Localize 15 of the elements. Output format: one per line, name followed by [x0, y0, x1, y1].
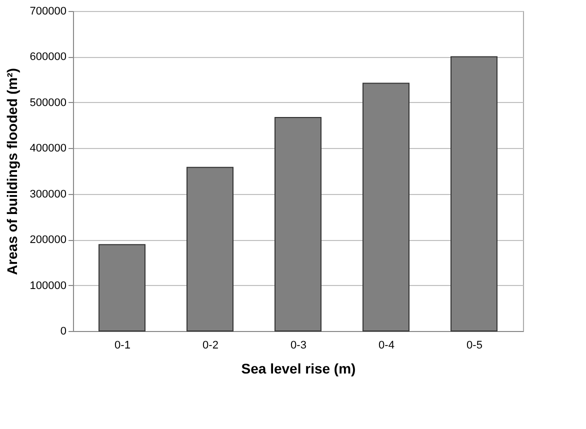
y-tick-label: 100000: [30, 280, 66, 292]
y-tick-label: 400000: [30, 142, 66, 155]
x-tick-label: 0-2: [202, 340, 218, 352]
y-tick-label: 300000: [30, 188, 66, 200]
y-axis-title: Areas of buildings flooded (m²): [4, 68, 20, 275]
x-tick-label: 0-4: [378, 340, 394, 352]
y-tick-label: 500000: [30, 96, 66, 109]
y-tick-label: 700000: [30, 6, 66, 18]
x-tick-label: 0-1: [114, 340, 130, 352]
y-tick-label: 200000: [30, 234, 66, 246]
y-tick-label: 600000: [30, 51, 66, 64]
x-tick-label: 0-3: [290, 340, 306, 352]
x-axis-title: Sea level rise (m): [241, 360, 356, 376]
x-tick-label: 0-5: [466, 340, 482, 352]
y-tick-label: 0: [60, 326, 66, 338]
